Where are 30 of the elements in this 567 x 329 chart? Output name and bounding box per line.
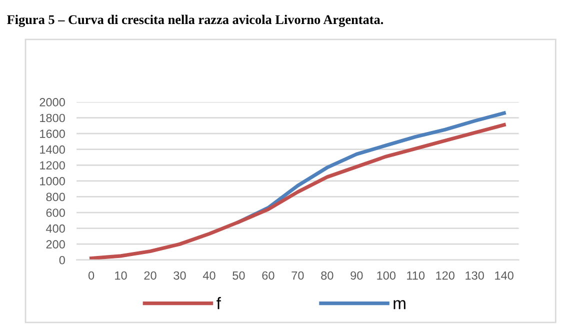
y-tick-label: 1000 <box>40 176 65 186</box>
y-tick-label: 400 <box>46 224 65 233</box>
y-tick-label: 1400 <box>40 145 65 154</box>
x-tick-label: 90 <box>350 271 363 280</box>
x-tick-label: 50 <box>232 271 245 280</box>
y-tick-label: 2000 <box>40 98 65 106</box>
y-tick-label: 800 <box>46 192 65 202</box>
x-tick-label: 130 <box>466 271 484 280</box>
legend-label: m <box>394 300 406 310</box>
x-tick-label: 70 <box>292 271 304 280</box>
y-tick-label: 1800 <box>40 114 65 122</box>
x-tick-label: 120 <box>436 271 454 280</box>
x-tick-label: 80 <box>321 271 334 280</box>
y-tick-label: 1200 <box>40 161 65 170</box>
x-tick-label: 0 <box>88 271 94 280</box>
line-series <box>89 123 506 260</box>
x-tick-label: 60 <box>262 271 274 280</box>
legend-label: f <box>216 297 221 310</box>
y-tick-label: 1600 <box>40 130 65 138</box>
x-tick-label: 30 <box>174 271 186 280</box>
x-tick-label: 110 <box>407 271 425 280</box>
x-tick-label: 100 <box>377 271 396 280</box>
y-tick-label: 600 <box>46 208 65 217</box>
y-tick-label: 200 <box>46 240 65 249</box>
x-tick-label: 20 <box>144 271 156 280</box>
chart-title: Figura 5 – Curva di crescita nella razza avicola Livorno Argentata. <box>7 14 384 27</box>
y-tick-label: 0 <box>59 256 65 264</box>
x-tick-label: 10 <box>115 271 127 280</box>
x-tick-label: 40 <box>202 271 216 280</box>
x-tick-label: 140 <box>495 271 514 280</box>
